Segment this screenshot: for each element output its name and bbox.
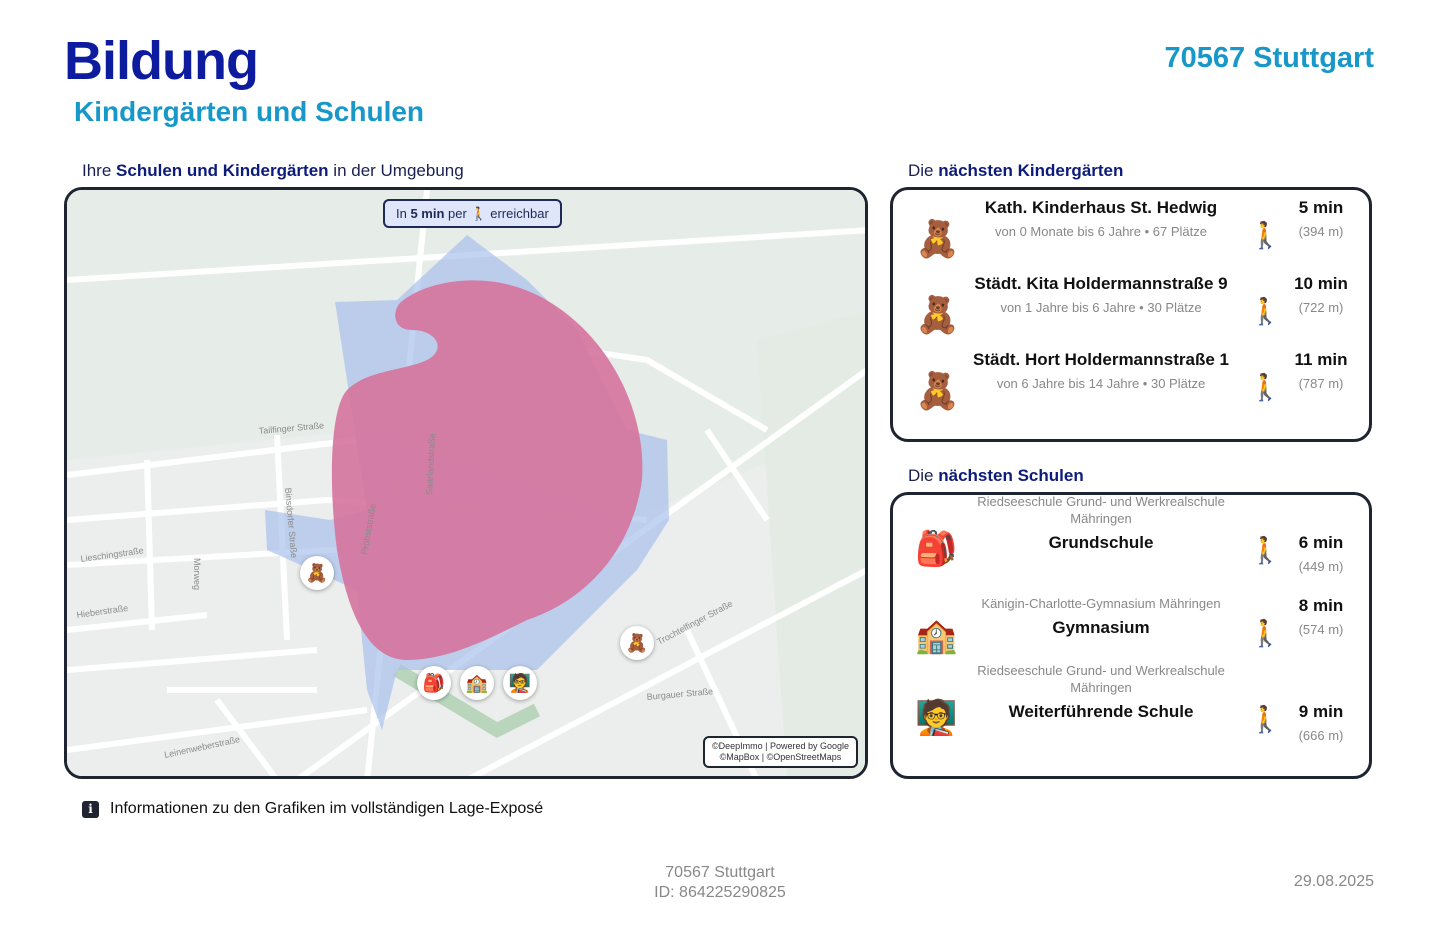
- map-attribution: ©DeepImmo | Powered by Google ©MapBox | ©…: [702, 736, 858, 768]
- walk-time: 5 min: [1298, 197, 1344, 217]
- walk-distance: (722 m): [1298, 299, 1344, 315]
- kindergarten-section-label: Die nächsten Kindergärten: [908, 161, 1124, 180]
- kindergarten-details: von 1 Jahre bis 6 Jahre • 30 Plätze: [1000, 299, 1202, 315]
- walking-person-icon: 🚶: [470, 206, 487, 221]
- info-text: Informationen zu den Grafiken im vollstä…: [110, 800, 544, 817]
- kindergarten-name: Städt. Kita Holdermannstraße 9: [974, 273, 1228, 293]
- footer-date: 29.08.2025: [1293, 873, 1374, 890]
- school-name: Riedseeschule Grund- und Werkrealschule …: [977, 494, 1225, 526]
- map-section-label: Ihre Schulen und Kindergärten in der Umg…: [82, 161, 464, 180]
- walk-time: 11 min: [1294, 349, 1348, 369]
- school-name: Känigin-Charlotte-Gymnasium Mähringen: [981, 595, 1221, 611]
- kindergarten-name: Kath. Kinderhaus St. Hedwig: [984, 197, 1218, 217]
- teddy-bear-icon: 🧸: [915, 218, 960, 259]
- walk-distance: (787 m): [1298, 375, 1344, 391]
- walk-distance: (449 m): [1298, 559, 1344, 574]
- school-building-icon: 🏫: [915, 617, 958, 655]
- walking-person-icon: 🚶: [1249, 535, 1282, 565]
- walk-distance: (394 m): [1298, 223, 1344, 239]
- walking-person-icon: 🚶: [1249, 220, 1282, 250]
- page-title: Bildung: [64, 31, 259, 91]
- school-type: Grundschule: [1048, 533, 1154, 552]
- walk-area-5min: [331, 280, 643, 660]
- footer-location: 70567 Stuttgart ID: 864225290825: [0, 863, 1440, 903]
- school-name: Riedseeschule Grund- und Werkrealschule …: [977, 663, 1225, 695]
- street-label: Saarlandstraße: [424, 433, 437, 495]
- walk-time: 8 min: [1298, 595, 1344, 615]
- kindergarten-details: von 0 Monate bis 6 Jahre • 67 Plätze: [995, 223, 1207, 239]
- school-building-icon[interactable]: 🏫: [460, 666, 494, 700]
- location-title: 70567 Stuttgart: [1164, 42, 1374, 74]
- school-section-label: Die nächsten Schulen: [908, 466, 1084, 485]
- walking-person-icon: 🚶: [1249, 296, 1282, 326]
- map-canvas: Tailfinger Straße Binsdorfer Straße Saar…: [67, 190, 865, 776]
- walk-distance: (574 m): [1298, 621, 1344, 637]
- page-subtitle: Kindergärten und Schulen: [74, 96, 425, 127]
- walking-person-icon: 🚶: [1249, 372, 1282, 402]
- teddy-bear-icon: 🧸: [915, 370, 960, 411]
- teddy-bear-icon[interactable]: 🧸: [620, 626, 654, 660]
- school-list: 🎒 Riedseeschule Grund- und Werkrealschul…: [890, 492, 1372, 779]
- school-type: Gymnasium: [1052, 617, 1150, 637]
- backpack-icon: 🎒: [915, 530, 958, 568]
- walk-time: 10 min: [1294, 273, 1348, 293]
- kindergarten-name: Städt. Hort Holdermannstraße 1: [973, 349, 1229, 369]
- teacher-icon: 🧑‍🏫: [915, 699, 958, 737]
- info-icon: i: [82, 800, 99, 818]
- walk-time: 9 min: [1298, 702, 1344, 721]
- teddy-bear-icon[interactable]: 🧸: [300, 556, 334, 590]
- walk-time-badge: In 5 min per 🚶 erreichbar: [383, 199, 562, 228]
- kindergarten-details: von 6 Jahre bis 14 Jahre • 30 Plätze: [996, 375, 1206, 391]
- school-type: Weiterführende Schule: [1008, 702, 1194, 721]
- street-label: Morweg: [192, 558, 202, 590]
- walk-distance: (666 m): [1298, 728, 1344, 743]
- map[interactable]: Tailfinger Straße Binsdorfer Straße Saar…: [64, 187, 868, 779]
- footer-id: ID: 864225290825: [654, 884, 786, 901]
- backpack-icon[interactable]: 🎒: [417, 666, 451, 700]
- walk-time: 6 min: [1298, 533, 1344, 552]
- walking-person-icon: 🚶: [1249, 618, 1282, 648]
- info-note: i Informationen zu den Grafiken im vollst…: [82, 800, 543, 818]
- teacher-icon[interactable]: 🧑‍🏫: [503, 666, 537, 700]
- kindergarten-list: 🧸 Kath. Kinderhaus St. Hedwig von 0 Monat…: [890, 187, 1372, 442]
- teddy-bear-icon: 🧸: [915, 294, 960, 335]
- walking-person-icon: 🚶: [1249, 704, 1282, 734]
